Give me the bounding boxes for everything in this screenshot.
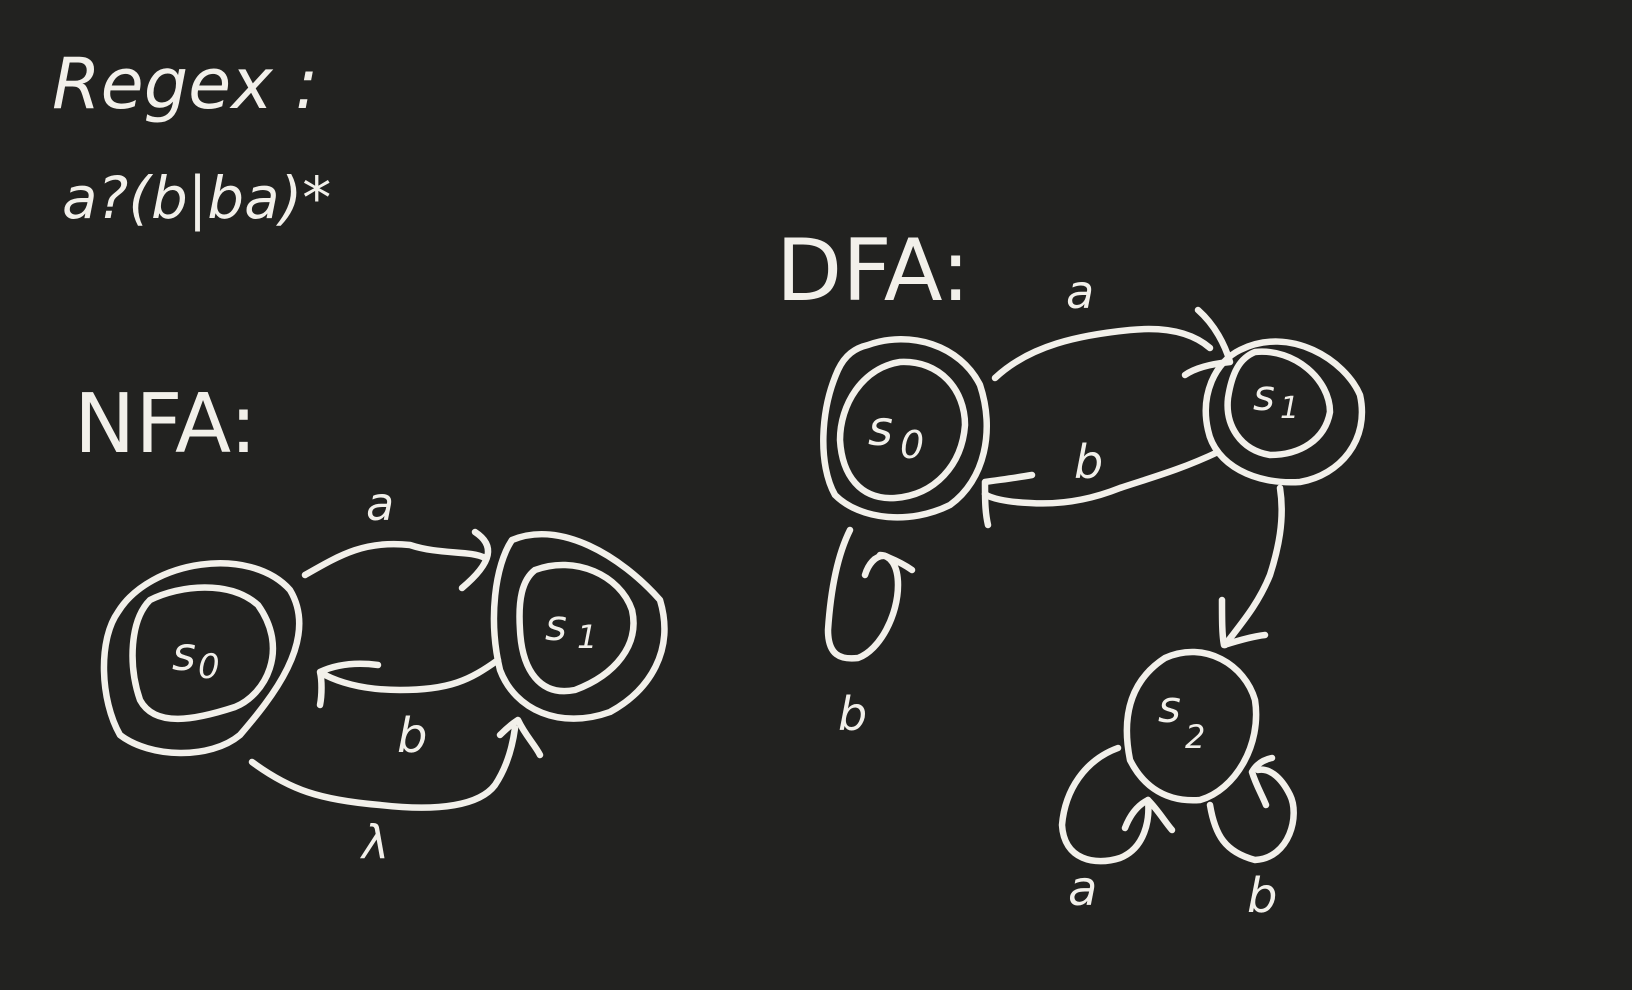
dfa-edge-b-line (981, 448, 1222, 507)
dfa-edge-b-label: b (1074, 435, 1103, 489)
dfa-state-s0: s 0 (820, 336, 990, 521)
nfa-s0-outer-circle (100, 560, 303, 757)
nfa-state-s1: s 1 (490, 531, 668, 722)
nfa-edge-b-line (321, 656, 502, 694)
nfa-s1-outer-circle (490, 531, 668, 722)
dfa-edge-a-label: a (1066, 265, 1094, 319)
dfa-s2-label: s (1158, 682, 1181, 733)
dfa-loop-s0-label: b (838, 687, 867, 741)
dfa-edge-s1-s2-line (1221, 484, 1285, 649)
nfa-diagram: NFA: s 0 s 1 a b (74, 377, 668, 869)
nfa-state-s0: s 0 (100, 560, 303, 757)
regex-heading: Regex : (52, 43, 318, 125)
dfa-s1-label: s (1253, 371, 1275, 420)
nfa-heading: NFA: (74, 377, 257, 472)
nfa-edge-s1-s0-b: b (316, 656, 502, 764)
nfa-edge-lambda-arrowhead (496, 716, 544, 759)
dfa-loop-s0-arrowhead (861, 552, 916, 579)
dfa-s0-outer-circle (820, 336, 990, 521)
dfa-edge-s2-loop-a: a (1058, 744, 1176, 917)
dfa-loop-s2a-label: a (1068, 861, 1097, 917)
nfa-s1-label: s (545, 601, 567, 650)
dfa-s1-subscript: 1 (1280, 391, 1299, 426)
nfa-edge-b-arrowhead (316, 660, 382, 709)
nfa-s0-inner-circle (129, 584, 277, 723)
dfa-s0-inner-circle (836, 358, 969, 502)
nfa-s0-subscript: 0 (198, 647, 220, 687)
nfa-edge-s0-s1-lambda: λ (248, 716, 544, 869)
dfa-heading: DFA: (776, 221, 970, 321)
nfa-s1-inner-circle (516, 561, 637, 695)
nfa-edge-a-label: a (366, 477, 394, 531)
dfa-loop-s2a-arrowhead (1121, 796, 1176, 834)
dfa-loop-s0-line (824, 526, 902, 662)
nfa-edge-b-label: b (397, 708, 427, 764)
dfa-edge-s1-s0-b: b (981, 435, 1222, 529)
dfa-state-s2: s 2 (1123, 648, 1260, 804)
regex-section: Regex : a?(b|ba)* (52, 43, 331, 232)
nfa-edge-a-arrowhead (458, 528, 492, 592)
nfa-edge-lambda-label: λ (359, 815, 389, 869)
dfa-s2-subscript: 2 (1185, 718, 1205, 756)
dfa-s0-subscript: 0 (900, 423, 924, 467)
dfa-edge-s0-s1-a: a (991, 265, 1234, 382)
regex-expression: a?(b|ba)* (62, 164, 331, 232)
dfa-edge-b-arrowhead (981, 471, 1036, 529)
dfa-state-s1: s 1 (1202, 338, 1366, 486)
nfa-edge-lambda-line (248, 724, 519, 811)
dfa-edge-a-line (991, 325, 1214, 382)
dfa-loop-s2b-arrowhead (1248, 754, 1276, 809)
dfa-diagram: DFA: s 0 s 1 s 2 a (776, 221, 1366, 924)
dfa-s1-outer-circle (1202, 338, 1366, 486)
dfa-s0-label: s (868, 401, 893, 457)
nfa-edge-s0-s1-a: a (301, 477, 492, 592)
dfa-edge-s0-loop-b: b (824, 526, 916, 741)
dfa-s2-circle (1123, 648, 1260, 804)
dfa-edge-s1-s2 (1218, 484, 1285, 649)
dfa-loop-s2b-line (1206, 766, 1297, 864)
dfa-s1-inner-circle (1224, 348, 1334, 459)
dfa-loop-s2a-line (1058, 744, 1152, 865)
nfa-s1-subscript: 1 (577, 618, 597, 656)
nfa-s0-label: s (172, 627, 196, 681)
nfa-edge-a-line (301, 540, 489, 579)
dfa-edge-s1-s2-arrowhead (1218, 596, 1269, 649)
dfa-edge-s2-loop-b: b (1206, 754, 1297, 924)
dfa-edge-a-arrowhead (1181, 306, 1234, 379)
dfa-loop-s2b-label: b (1247, 868, 1277, 924)
